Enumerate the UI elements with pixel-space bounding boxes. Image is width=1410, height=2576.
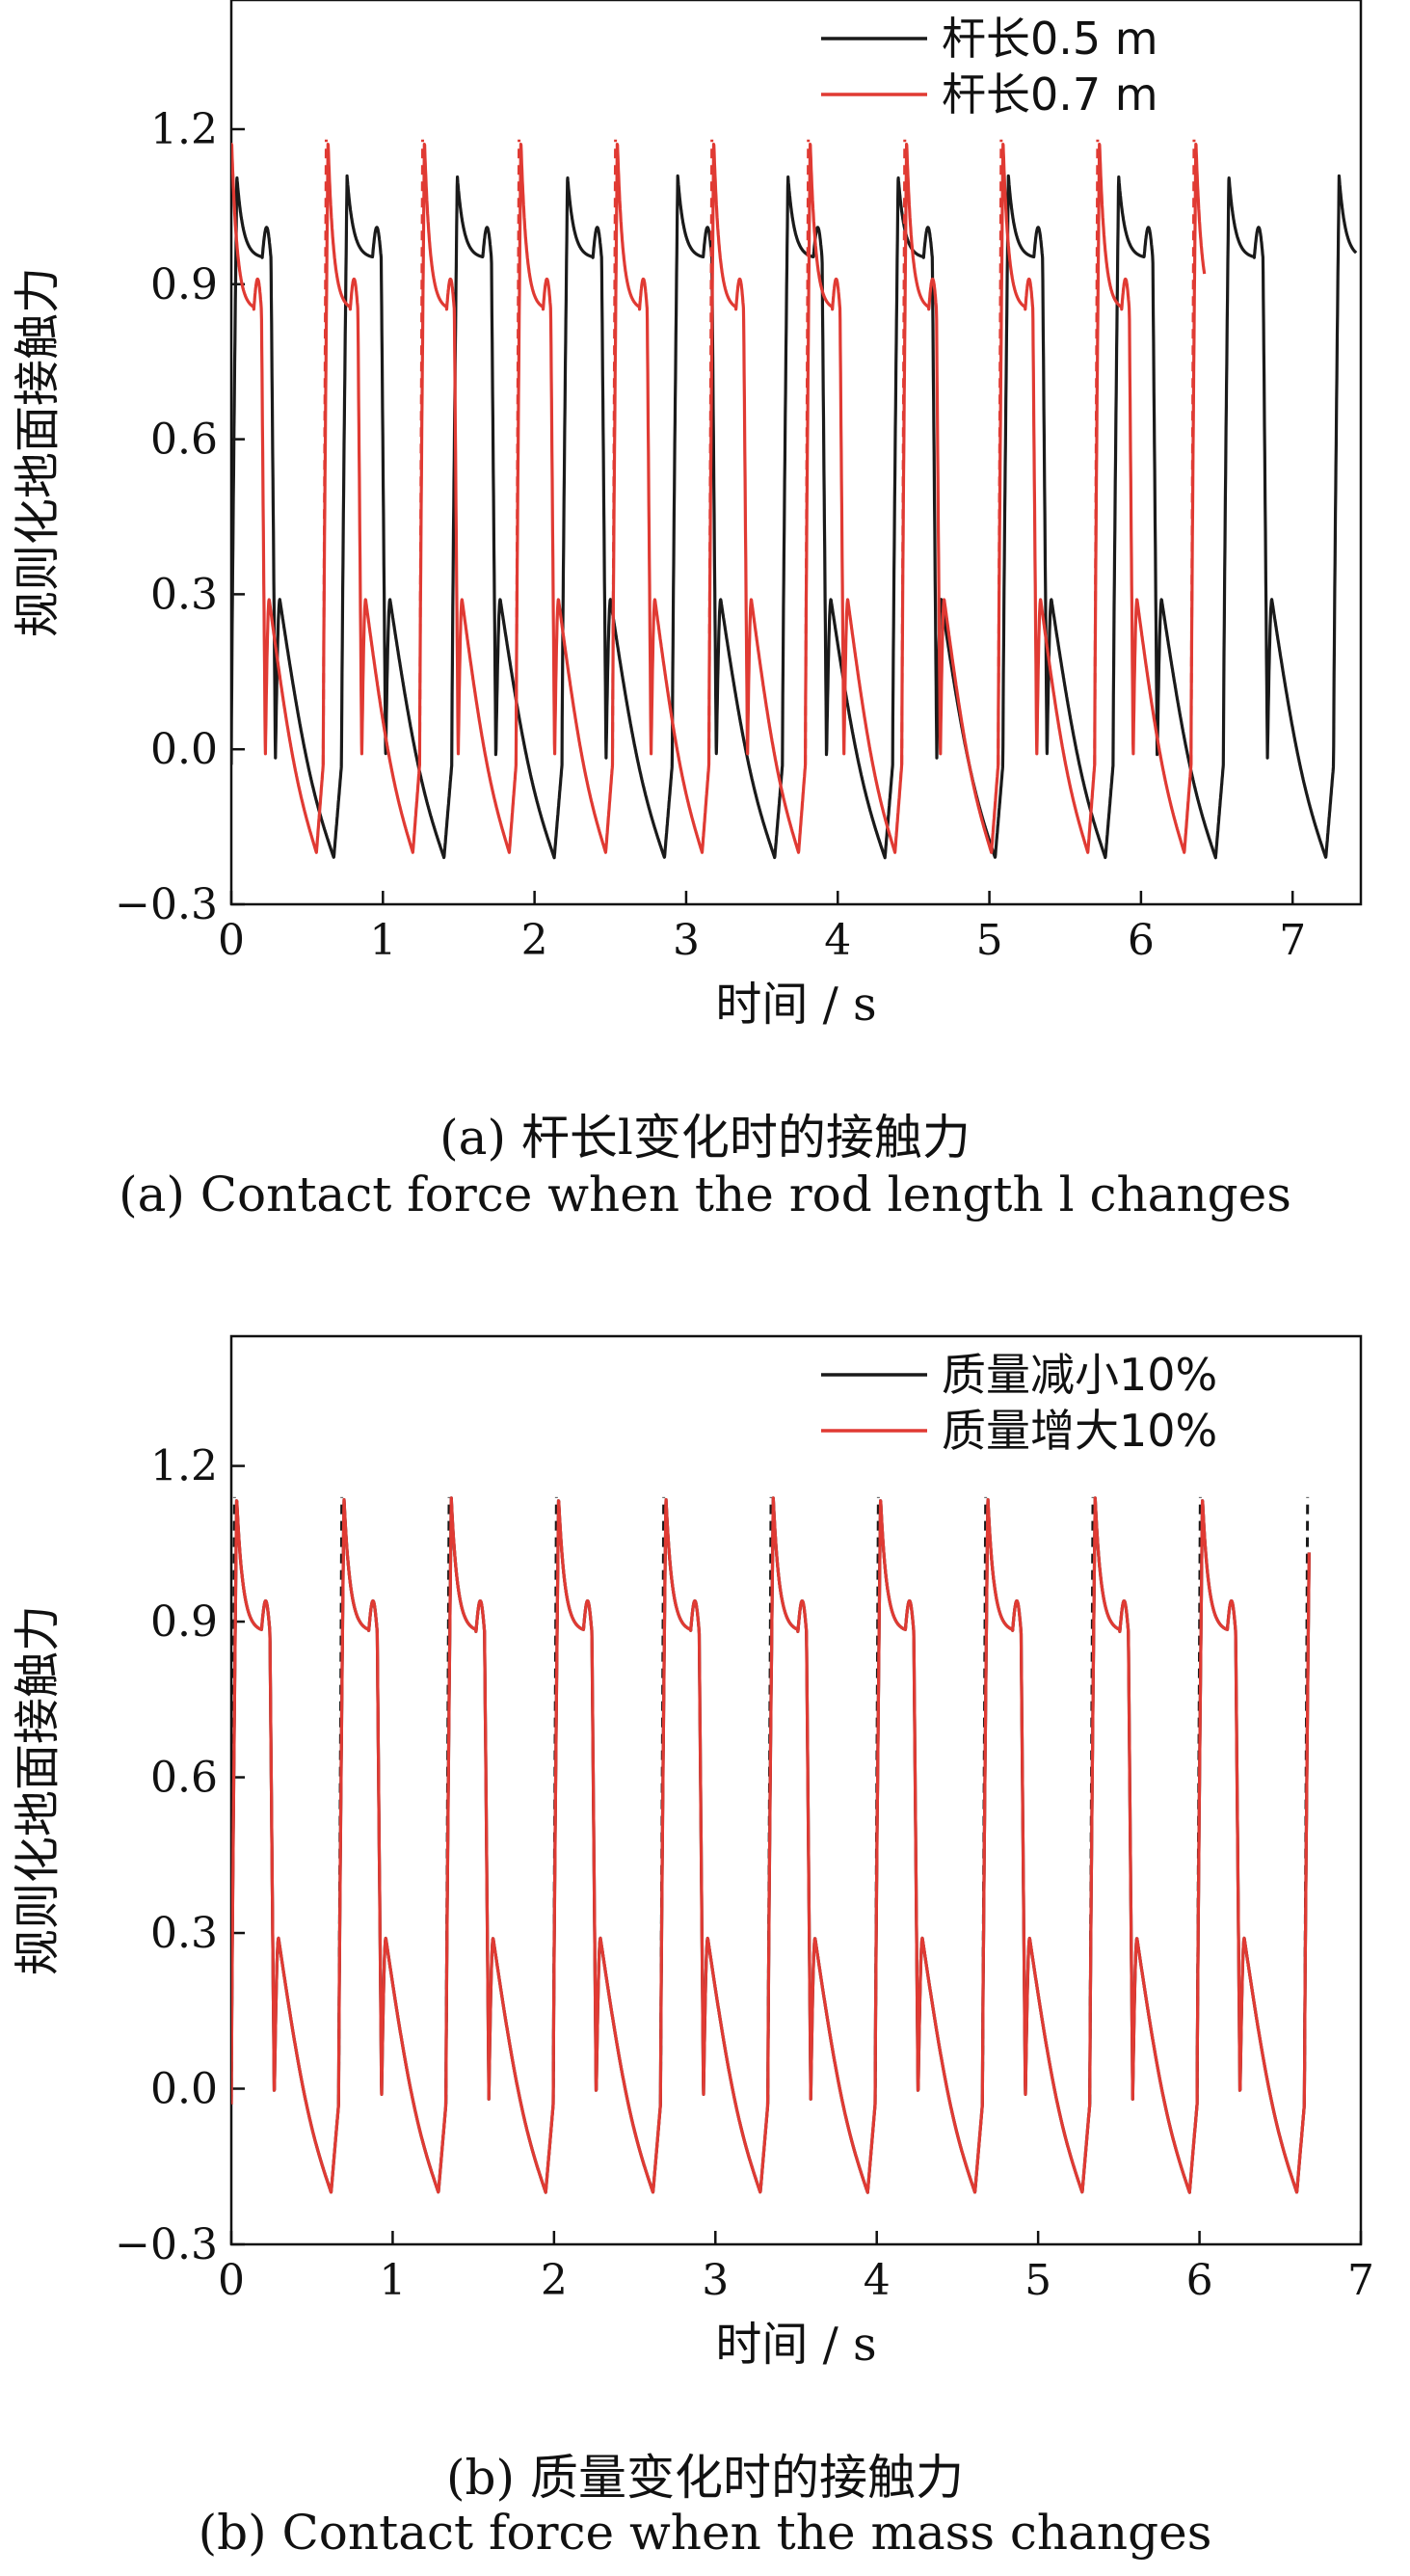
y-tick-label: 1.2 [150, 105, 218, 154]
legend-label-1: 质量减小10% [942, 1349, 1217, 1401]
series-dashed-transition [321, 139, 328, 765]
y-tick-label: 0.9 [150, 260, 218, 309]
y-tick-label: 0.0 [150, 2065, 218, 2114]
caption-b-cn: (b) 质量变化时的接触力 [446, 2450, 964, 2506]
x-tick-label: 1 [369, 916, 396, 965]
y-tick-label: 0.6 [150, 416, 218, 465]
x-tick-label: 7 [1347, 2256, 1374, 2305]
legend-label-2: 质量增大10% [942, 1405, 1217, 1457]
x-tick-label: 7 [1279, 916, 1306, 965]
y-tick-label: −0.3 [115, 880, 218, 929]
legend-label-1: 杆长0.5 m [942, 13, 1158, 65]
x-tick-label: 5 [976, 916, 1003, 965]
x-tick-label: 3 [673, 916, 700, 965]
series-dashed-transition [900, 139, 907, 765]
y-tick-label: 0.0 [150, 725, 218, 774]
caption-b-en: (b) Contact force when the mass changes [198, 2505, 1212, 2561]
x-tick-label: 2 [521, 916, 548, 965]
series-dashed-transition [997, 139, 1003, 765]
chart-panel-a: 0 1 2 3 4 5 6 7 −0.3 0.0 0.3 0.6 0.9 1.2 时间 / s 规则化地面接触… [11, 0, 1363, 1032]
y-tick-label: 1.2 [150, 1442, 218, 1491]
series-dashed-transition [514, 139, 521, 765]
x-tick-label: 6 [1186, 2256, 1213, 2305]
x-axis-label: 时间 / s [715, 978, 876, 1032]
series-dashed-transition [610, 139, 618, 765]
y-tick-label: 0.9 [150, 1597, 218, 1647]
series-dashed-transition [804, 139, 811, 765]
y-tick-label: 0.3 [150, 570, 218, 619]
series-line-2 [231, 1496, 1311, 2194]
caption-a-en: (a) Contact force when the rod length l … [119, 1167, 1291, 1222]
x-tick-label: 0 [218, 2256, 245, 2305]
x-tick-label: 4 [824, 916, 851, 965]
plot-frame [229, 0, 1363, 906]
x-tick-label: 5 [1024, 2256, 1051, 2305]
caption-a-cn: (a) 杆长l变化时的接触力 [439, 1110, 971, 1166]
x-tick-label: 1 [379, 2256, 406, 2305]
y-tick-label: 0.3 [150, 1909, 218, 1958]
x-tick-label: 3 [702, 2256, 729, 2305]
y-tick-label: 0.6 [150, 1754, 218, 1803]
x-tick-label: 6 [1128, 916, 1155, 965]
series-line-2 [231, 143, 1207, 854]
series-dashed-transition [1093, 139, 1100, 765]
series-dashed-transition [1189, 139, 1196, 765]
y-tick-label: −0.3 [115, 2220, 218, 2269]
legend-label-2: 杆长0.7 m [942, 68, 1158, 121]
series-dashed-transition [707, 139, 714, 765]
series-line-1 [231, 174, 1358, 860]
y-axis-label: 规则化地面接触力 [11, 1605, 65, 1975]
x-axis-label: 时间 / s [715, 2318, 876, 2372]
chart-panel-b: 0 1 2 3 4 5 6 7 −0.3 0.0 0.3 0.6 0.9 1.2 时间 / s 规则化地面接触… [11, 1334, 1374, 2372]
plot-frame [229, 1334, 1363, 2246]
x-tick-label: 2 [541, 2256, 568, 2305]
x-tick-label: 0 [218, 916, 245, 965]
y-axis-label: 规则化地面接触力 [11, 267, 65, 637]
x-tick-label: 4 [864, 2256, 891, 2305]
series-dashed-transition [417, 139, 425, 765]
